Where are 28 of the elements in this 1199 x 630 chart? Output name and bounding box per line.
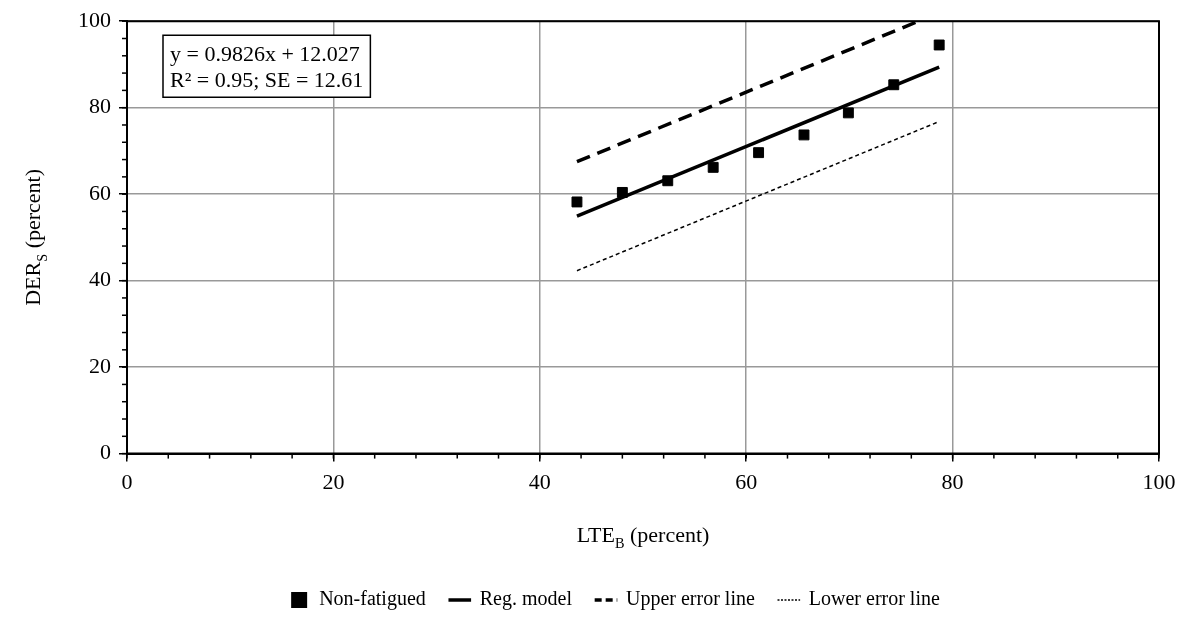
legend-label: Lower error line [808,587,940,610]
x-tick-label: 60 [735,468,758,494]
point [753,147,765,159]
x-tick-label: 100 [1142,468,1176,494]
point [842,107,854,119]
annotation: y = 0.9826x + 12.027 [170,41,360,67]
y-tick-label: 20 [89,352,111,378]
y-tick-label: 80 [89,93,111,119]
y-tick-label: 60 [89,179,111,205]
y-axis-title: DERS (percent) [20,168,50,306]
annotation: R² = 0.95; SE = 12.61 [170,67,364,93]
point [888,79,900,91]
y-tick-label: 40 [89,266,111,292]
point [571,196,583,208]
y-tick-label: 0 [100,439,111,465]
point [707,161,719,173]
x-tick-label: 20 [322,468,345,494]
legend-label: Reg. model [479,587,573,611]
x-tick-label: 0 [121,468,133,494]
x-tick-label: 80 [941,468,964,494]
x-tick-label: 40 [528,468,551,494]
legend-label: Non-fatigued [319,587,426,611]
point [798,129,810,141]
y-tick-label: 100 [78,6,111,32]
legend-label: Upper error line [625,587,755,611]
point [662,175,674,187]
point [933,39,945,51]
point [616,186,628,198]
